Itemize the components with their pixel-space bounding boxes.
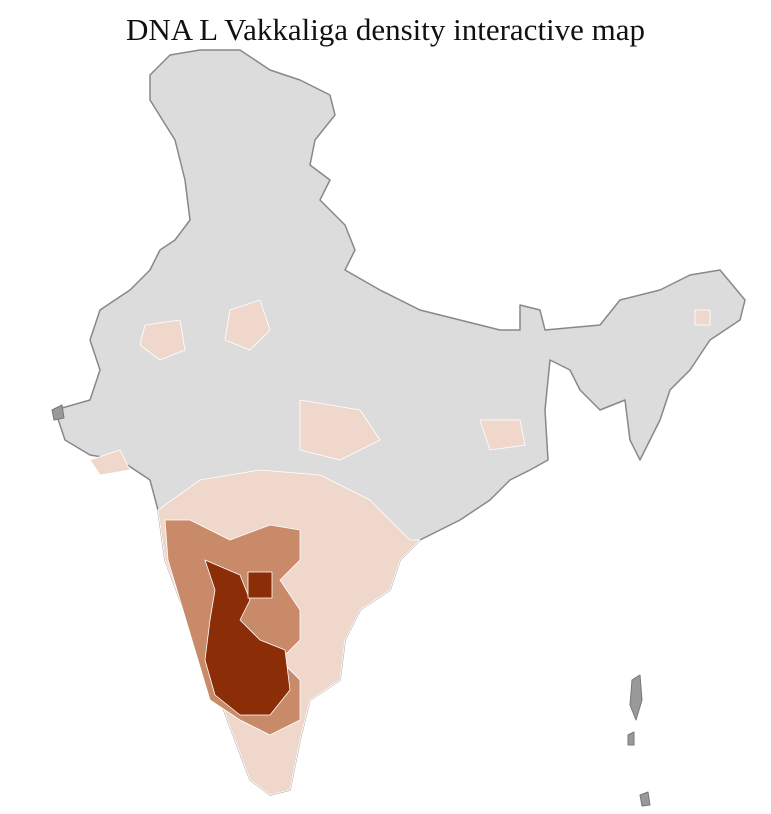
island[interactable]	[629, 674, 643, 721]
low-density-region[interactable]	[299, 399, 381, 461]
low-density-region[interactable]	[479, 419, 526, 451]
island[interactable]	[639, 791, 651, 807]
low-density-region[interactable]	[89, 449, 131, 476]
low-density-region[interactable]	[224, 299, 271, 351]
high-density-region[interactable]	[247, 571, 273, 599]
low-density-region[interactable]	[139, 319, 186, 361]
island[interactable]	[627, 731, 635, 746]
island[interactable]	[51, 404, 65, 421]
high-density-region[interactable]	[204, 559, 291, 716]
map-title: DNA L Vakkaliga density interactive map	[125, 12, 646, 47]
low-density-region[interactable]	[694, 309, 711, 326]
country-outline[interactable]	[54, 49, 746, 796]
